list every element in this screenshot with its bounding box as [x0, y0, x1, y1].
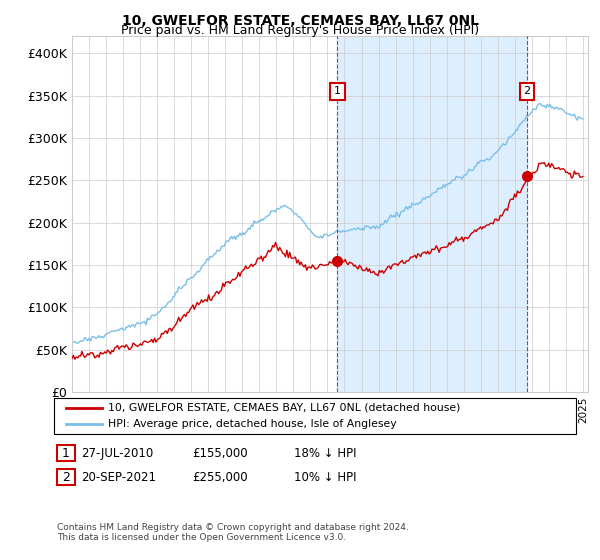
Text: 27-JUL-2010: 27-JUL-2010 — [81, 446, 153, 460]
Text: Price paid vs. HM Land Registry's House Price Index (HPI): Price paid vs. HM Land Registry's House … — [121, 24, 479, 37]
Text: 18% ↓ HPI: 18% ↓ HPI — [294, 446, 356, 460]
Text: 2: 2 — [62, 470, 70, 484]
Text: 1: 1 — [334, 86, 341, 96]
Text: 10% ↓ HPI: 10% ↓ HPI — [294, 470, 356, 484]
Text: 10, GWELFOR ESTATE, CEMAES BAY, LL67 0NL: 10, GWELFOR ESTATE, CEMAES BAY, LL67 0NL — [121, 14, 479, 28]
Text: 1: 1 — [62, 446, 70, 460]
Text: £255,000: £255,000 — [192, 470, 248, 484]
Bar — [337, 36, 527, 392]
Text: 20-SEP-2021: 20-SEP-2021 — [81, 470, 156, 484]
Text: HPI: Average price, detached house, Isle of Anglesey: HPI: Average price, detached house, Isle… — [108, 419, 397, 429]
Text: 2: 2 — [523, 86, 530, 96]
Text: 10, GWELFOR ESTATE, CEMAES BAY, LL67 0NL (detached house): 10, GWELFOR ESTATE, CEMAES BAY, LL67 0NL… — [108, 403, 460, 413]
Text: £155,000: £155,000 — [192, 446, 248, 460]
Text: This data is licensed under the Open Government Licence v3.0.: This data is licensed under the Open Gov… — [57, 533, 346, 542]
Text: Contains HM Land Registry data © Crown copyright and database right 2024.: Contains HM Land Registry data © Crown c… — [57, 523, 409, 532]
